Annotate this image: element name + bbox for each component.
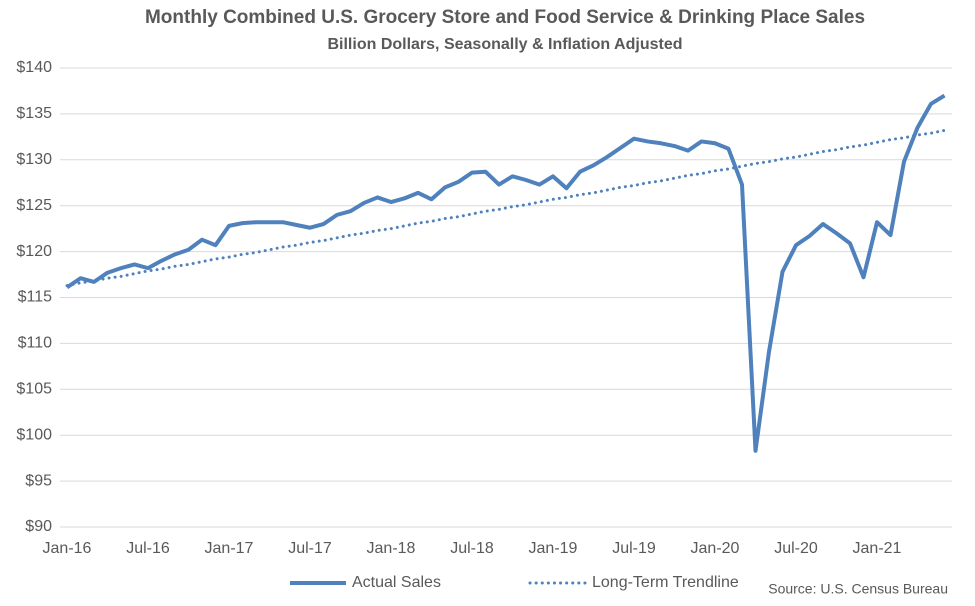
x-tick-label: Jul-17 bbox=[288, 540, 332, 557]
x-tick-label: Jul-20 bbox=[774, 540, 818, 557]
y-tick-label: $95 bbox=[25, 472, 52, 489]
legend-label: Long-Term Trendline bbox=[592, 574, 739, 591]
source: Source: U.S. Census Bureau bbox=[768, 581, 948, 597]
y-tick-label: $140 bbox=[16, 59, 52, 76]
x-tick-label: Jan-20 bbox=[691, 540, 740, 557]
chart-subtitle: Billion Dollars, Seasonally & Inflation … bbox=[327, 36, 682, 53]
legend-label: Actual Sales bbox=[352, 574, 441, 591]
series-line bbox=[65, 93, 946, 453]
x-tick-label: Jan-17 bbox=[205, 540, 254, 557]
y-tick-label: $130 bbox=[16, 151, 52, 168]
x-tick-label: Jan-18 bbox=[367, 540, 416, 557]
y-tick-label: $135 bbox=[16, 105, 52, 122]
x-tick-label: Jul-19 bbox=[612, 540, 656, 557]
x-tick-label: Jul-16 bbox=[126, 540, 170, 557]
y-tick-label: $105 bbox=[16, 381, 52, 398]
y-tick-label: $90 bbox=[25, 518, 52, 535]
y-tick-label: $110 bbox=[18, 335, 53, 352]
y-tick-label: $120 bbox=[16, 243, 52, 260]
x-tick-label: Jan-16 bbox=[43, 540, 92, 557]
chart-title: Monthly Combined U.S. Grocery Store and … bbox=[145, 7, 865, 28]
x-tick-label: Jul-18 bbox=[450, 540, 494, 557]
series-line bbox=[65, 128, 946, 288]
y-tick-label: $125 bbox=[16, 197, 52, 214]
x-tick-label: Jan-21 bbox=[853, 540, 902, 557]
y-tick-label: $115 bbox=[18, 289, 53, 306]
y-tick-label: $100 bbox=[16, 426, 52, 443]
x-tick-label: Jan-19 bbox=[529, 540, 578, 557]
